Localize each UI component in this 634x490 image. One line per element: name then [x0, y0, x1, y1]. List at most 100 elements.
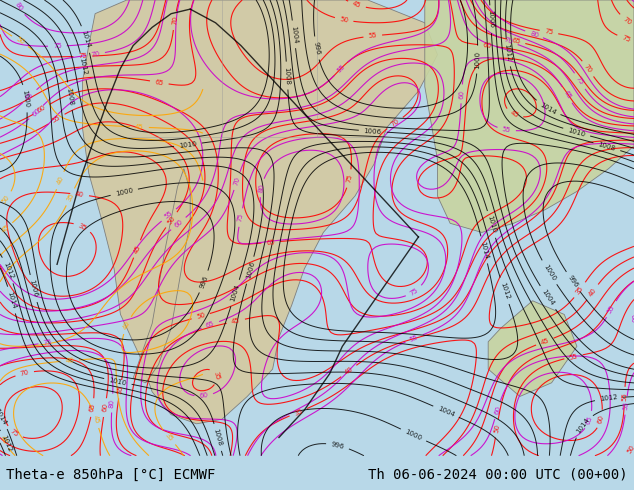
Text: 70: 70 [20, 369, 30, 377]
Polygon shape [425, 0, 634, 232]
Text: 1000: 1000 [542, 263, 557, 282]
Text: 996: 996 [312, 41, 321, 55]
Text: 60: 60 [482, 42, 492, 49]
Text: 1000: 1000 [115, 187, 134, 197]
Text: 1004: 1004 [290, 25, 298, 44]
Text: 60: 60 [597, 414, 605, 424]
Text: 65: 65 [585, 415, 594, 425]
Text: 35: 35 [212, 370, 221, 381]
Text: 1014: 1014 [479, 241, 489, 259]
Text: 70: 70 [622, 16, 633, 25]
Text: 50: 50 [339, 16, 349, 24]
Text: 45: 45 [91, 414, 100, 424]
Text: 80: 80 [109, 398, 115, 408]
Text: 996: 996 [567, 274, 579, 289]
Text: 996: 996 [198, 274, 209, 289]
Text: 55: 55 [51, 114, 61, 124]
Text: 60: 60 [458, 89, 465, 98]
Text: 60: 60 [173, 219, 184, 229]
Text: 1014: 1014 [81, 30, 91, 49]
Text: 1006: 1006 [363, 128, 382, 135]
Text: 35: 35 [164, 432, 174, 442]
Text: 75: 75 [53, 43, 62, 49]
Text: 75: 75 [409, 287, 420, 296]
Polygon shape [82, 0, 437, 424]
Text: 60: 60 [31, 107, 42, 118]
Text: 1008: 1008 [597, 141, 616, 152]
Text: 60: 60 [36, 104, 47, 114]
Text: 60: 60 [493, 405, 501, 415]
Text: 40: 40 [65, 357, 74, 364]
Text: 1010: 1010 [108, 377, 127, 386]
Text: 35: 35 [77, 222, 88, 231]
Text: 70: 70 [390, 118, 401, 128]
Text: 70: 70 [583, 63, 593, 74]
Text: Th 06-06-2024 00:00 UTC (00+00): Th 06-06-2024 00:00 UTC (00+00) [368, 467, 628, 482]
Text: 65: 65 [89, 403, 96, 413]
Text: 1012: 1012 [2, 261, 15, 280]
Text: 50: 50 [1, 194, 11, 204]
Text: 75: 75 [43, 339, 53, 346]
Text: 40: 40 [75, 191, 84, 198]
Text: 75: 75 [79, 53, 87, 59]
Text: 1010: 1010 [567, 127, 586, 138]
Text: 55: 55 [623, 401, 630, 410]
Text: 75: 75 [621, 34, 631, 44]
Text: 1014: 1014 [575, 416, 591, 434]
Text: 55: 55 [607, 304, 616, 315]
Text: 70: 70 [91, 50, 100, 58]
Text: 40: 40 [588, 287, 598, 297]
Text: 50: 50 [15, 36, 25, 46]
Text: Theta-e 850hPa [°C] ECMWF: Theta-e 850hPa [°C] ECMWF [6, 467, 216, 482]
Text: 65: 65 [562, 89, 572, 100]
Text: 70: 70 [171, 16, 178, 25]
Text: 45: 45 [352, 0, 362, 9]
Text: 1014: 1014 [0, 408, 8, 426]
Text: 60: 60 [630, 314, 634, 323]
Text: 1012: 1012 [499, 281, 510, 300]
Text: 45: 45 [540, 337, 550, 346]
Text: 75: 75 [346, 173, 353, 184]
Text: 1012: 1012 [0, 434, 13, 453]
Text: 996: 996 [330, 441, 345, 450]
Polygon shape [488, 301, 577, 396]
Text: 35: 35 [575, 285, 585, 295]
Text: 65: 65 [24, 91, 35, 101]
Text: 35: 35 [66, 192, 75, 202]
Text: 1004: 1004 [230, 284, 241, 302]
Text: 50: 50 [166, 215, 176, 225]
Text: 1000: 1000 [474, 50, 481, 69]
Text: 1012: 1012 [600, 394, 618, 402]
Text: 1014: 1014 [539, 101, 557, 116]
Text: 40: 40 [122, 320, 131, 330]
Text: 55: 55 [336, 64, 346, 74]
Text: 1000: 1000 [404, 429, 423, 441]
Text: 45: 45 [509, 110, 519, 119]
Text: 55: 55 [621, 392, 628, 401]
Text: 75: 75 [575, 76, 585, 86]
Text: 40: 40 [344, 366, 354, 376]
Text: 45: 45 [135, 124, 144, 130]
Text: 1008: 1008 [212, 428, 223, 447]
Text: 1014: 1014 [6, 291, 17, 309]
Text: 55: 55 [117, 385, 124, 394]
Text: 65: 65 [155, 79, 164, 86]
Text: 50: 50 [626, 444, 634, 454]
Text: 1008: 1008 [283, 67, 290, 85]
Text: 45: 45 [0, 224, 11, 234]
Text: 1004: 1004 [540, 289, 555, 307]
Text: 1008: 1008 [65, 87, 74, 105]
Text: 1006: 1006 [29, 279, 39, 298]
Text: 60: 60 [101, 403, 108, 413]
Text: 80: 80 [529, 30, 540, 39]
Text: 65: 65 [205, 320, 216, 329]
Text: 65: 65 [266, 239, 276, 245]
Text: 1004: 1004 [437, 405, 455, 418]
Polygon shape [133, 169, 190, 383]
Text: 65: 65 [511, 37, 521, 45]
Text: 1006: 1006 [487, 10, 494, 28]
Text: 1012: 1012 [79, 57, 88, 76]
Text: 60: 60 [199, 392, 209, 399]
Text: 55: 55 [409, 334, 419, 343]
Text: 45: 45 [231, 318, 241, 325]
